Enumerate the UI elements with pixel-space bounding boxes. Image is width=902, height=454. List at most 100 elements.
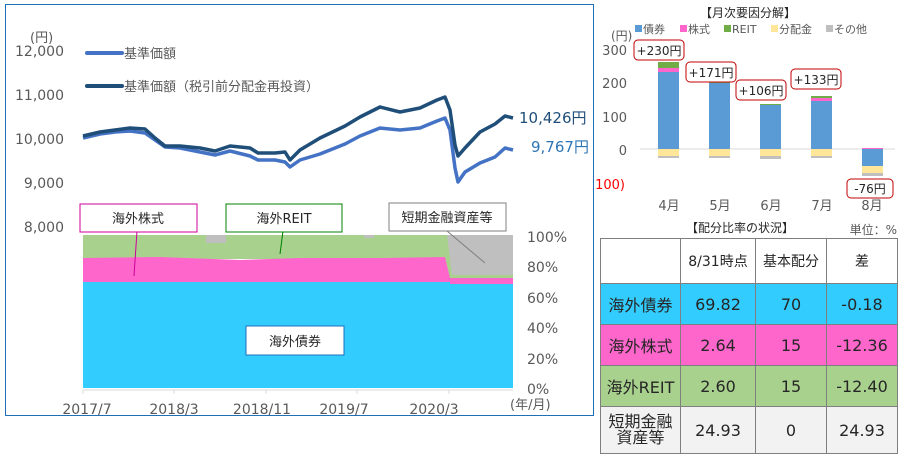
month-may: 5月	[709, 199, 730, 214]
pct-tick-20: 20%	[527, 352, 558, 368]
table-row-bond: 海外債券 69.82 70 -0.18	[600, 283, 898, 325]
allocation-table-unit: 単位：%	[850, 222, 897, 236]
total-apr: +230円	[637, 44, 682, 58]
legend-stock: 株式	[688, 22, 710, 36]
stock-diff: -12.36	[826, 324, 898, 366]
factor-y-200: 200	[602, 77, 627, 92]
bar-jun	[760, 104, 781, 159]
callout-stock-pointer	[133, 230, 138, 277]
y-unit-label: (円)	[30, 31, 53, 46]
header-diff: 差	[826, 238, 898, 284]
cash-base: 0	[755, 406, 827, 454]
x-unit-label: (年/月)	[510, 398, 551, 413]
callout-cash: 短期金融資産等	[401, 210, 492, 226]
cash-current: 24.93	[680, 406, 756, 454]
legend-nav-label: 基準価額	[124, 46, 176, 62]
bar-apr	[658, 62, 679, 158]
legend-bond-swatch	[635, 25, 642, 32]
total-box-jun	[735, 79, 787, 101]
callout-cash-pointer	[446, 230, 486, 264]
month-jul: 7月	[811, 199, 832, 214]
factor-y-100: 100	[602, 111, 627, 126]
legend-dist: 分配金	[779, 22, 812, 36]
performance-chart: (円) 12,000 11,000 10,000 9,000 8,000 基準価…	[15, 31, 589, 418]
legend-reinvest-label: 基準価額（税引前分配金再投資）	[124, 79, 319, 95]
performance-chart-frame	[5, 4, 594, 416]
reinvest-end-value: 10,426円	[519, 109, 587, 127]
table-header-row: 8/31時点 基本配分 差	[600, 238, 898, 284]
factor-chart-title: 【月次要因分解】	[700, 6, 796, 20]
factor-y-neg100: (100)	[595, 178, 625, 193]
pct-tick-100: 100%	[527, 230, 567, 246]
reit-current: 2.60	[680, 365, 756, 407]
callout-stock-box	[79, 203, 198, 233]
pct-tick-0: 0%	[527, 382, 549, 398]
y-tick-8000: 8,000	[24, 220, 64, 236]
bar-aug	[862, 148, 883, 176]
y-tick-10000: 10,000	[15, 132, 64, 148]
row-label-stock: 海外株式	[600, 324, 681, 366]
total-may: +171円	[689, 66, 734, 80]
row-label-reit: 海外REIT	[600, 365, 681, 407]
y-tick-9000: 9,000	[24, 176, 64, 192]
stock-base: 15	[755, 324, 827, 366]
legend-stock-swatch	[680, 25, 687, 32]
total-aug: -76円	[854, 182, 886, 196]
allocation-table: 8/31時点 基本配分 差 海外債券 69.82 70 -0.18 海外株式 2…	[600, 238, 898, 454]
allocation-area	[83, 235, 513, 388]
table-row-stock: 海外株式 2.64 15 -12.36	[600, 324, 898, 366]
pct-tick-80: 80%	[527, 260, 558, 276]
y-tick-12000: 12,000	[15, 44, 64, 60]
factor-y-300: 300	[602, 44, 627, 59]
callout-reit-box	[225, 203, 343, 233]
header-base: 基本配分	[755, 238, 827, 284]
month-aug: 8月	[861, 199, 882, 214]
total-box-jul	[790, 68, 842, 90]
legend-dist-swatch	[771, 25, 778, 32]
bar-jul	[811, 96, 832, 158]
reinvest-line	[82, 95, 514, 162]
callout-bond: 海外債券	[269, 334, 321, 350]
callout-reit: 海外REIT	[256, 212, 311, 227]
table-row-cash: 短期金融 資産等 24.93 0 24.93	[600, 406, 898, 454]
total-box-apr	[633, 39, 685, 61]
factor-y-unit: (円)	[611, 29, 632, 43]
total-box-may	[685, 61, 737, 83]
total-jul: +133円	[794, 73, 839, 87]
reit-base: 15	[755, 365, 827, 407]
factor-y-0: 0	[619, 144, 627, 159]
month-apr: 4月	[658, 199, 679, 214]
total-jun: +106円	[739, 84, 784, 98]
legend-other-swatch	[826, 25, 833, 32]
legend-reit-swatch	[724, 25, 731, 32]
x-axis-ticks	[82, 390, 450, 394]
factor-chart: 【月次要因分解】 債券 株式 REIT 分配金 その他 (円) 300 200 …	[595, 6, 897, 236]
month-jun: 6月	[760, 199, 781, 214]
row-label-bond: 海外債券	[600, 283, 681, 325]
callout-reit-pointer	[279, 230, 284, 255]
bar-may	[709, 82, 730, 158]
reit-diff: -12.40	[826, 365, 898, 407]
row-label-cash: 短期金融 資産等	[600, 406, 681, 454]
nav-end-value: 9,767円	[531, 138, 589, 156]
stock-current: 2.64	[680, 324, 756, 366]
callout-bond-box	[245, 325, 345, 356]
bond-current: 69.82	[680, 283, 756, 325]
y-tick-11000: 11,000	[15, 88, 64, 104]
allocation-table-title: 【配分比率の状況】	[686, 220, 794, 235]
x-tick-2017-7: 2017/7	[62, 402, 111, 418]
x-tick-2019-7: 2019/7	[319, 402, 368, 418]
legend-reit: REIT	[732, 23, 757, 36]
x-tick-2020-3: 2020/3	[409, 402, 458, 418]
price-lines	[82, 95, 514, 184]
table-row-reit: 海外REIT 2.60 15 -12.40	[600, 365, 898, 407]
legend-other: その他	[834, 23, 867, 36]
factor-legend: 債券 株式 REIT 分配金 その他	[635, 22, 867, 36]
header-blank	[600, 238, 681, 284]
header-current: 8/31時点	[680, 238, 756, 284]
total-box-aug	[846, 178, 894, 199]
pct-tick-60: 60%	[527, 291, 558, 307]
row-label-cash-line2: 資産等	[616, 428, 665, 447]
row-label-cash-line1: 短期金融	[608, 412, 673, 431]
x-tick-2018-3: 2018/3	[149, 402, 198, 418]
